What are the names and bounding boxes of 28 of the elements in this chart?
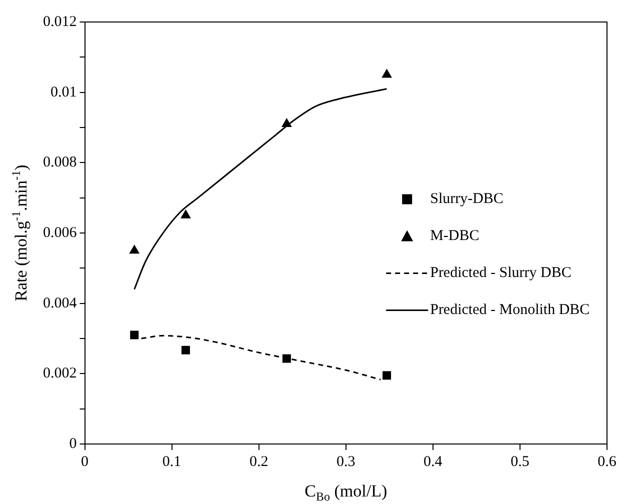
- legend-label: M-DBC: [430, 228, 480, 244]
- y-tick-label: 0: [69, 436, 77, 452]
- x-tick-label: 0.3: [336, 454, 356, 470]
- point: [130, 330, 139, 340]
- point: [129, 244, 140, 254]
- y-axis-title: Rate (mol.g-1.min-1): [9, 164, 30, 302]
- x-tick-label: 0.6: [598, 454, 617, 470]
- x-tick-label: 0.4: [424, 454, 443, 470]
- x-tick-label: 0: [81, 454, 88, 470]
- legend-label: Slurry-DBC: [430, 191, 504, 208]
- x-tick-label: 0.5: [510, 454, 530, 470]
- y-tick-label: 0.012: [43, 14, 77, 30]
- point: [282, 354, 291, 363]
- x-tick-label: 0.2: [249, 454, 268, 470]
- y-tick-label: 0.004: [43, 295, 78, 312]
- legend-label: Predicted - Slurry DBC: [430, 265, 572, 282]
- y-tick-label: 0.006: [43, 224, 78, 241]
- line-series: [134, 88, 388, 290]
- point: [382, 68, 392, 78]
- y-tick-label: 0.01: [50, 84, 77, 100]
- y-tick-label: 0.002: [43, 366, 77, 382]
- legend-label: Predicted - Monolith DBC: [430, 302, 590, 318]
- x-tick-label: 0.1: [162, 454, 182, 470]
- y-tick-label: 0.008: [43, 154, 77, 171]
- point: [382, 371, 392, 380]
- point: [180, 209, 191, 218]
- point: [181, 346, 190, 354]
- point: [281, 118, 292, 127]
